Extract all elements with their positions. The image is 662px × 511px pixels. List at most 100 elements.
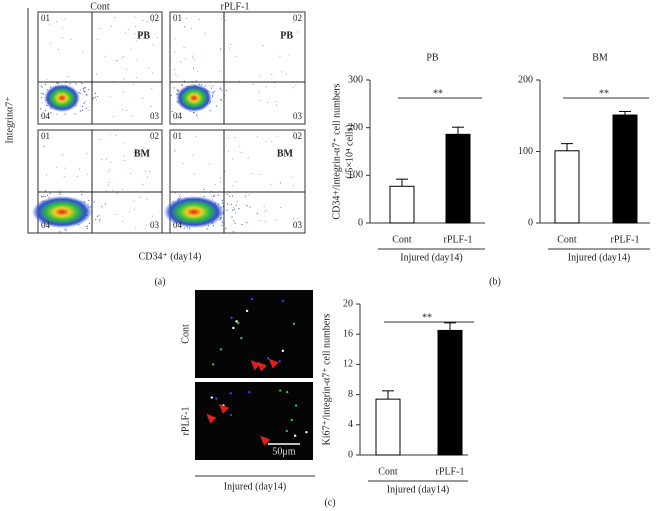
flow-dot xyxy=(152,44,154,46)
flow-dot xyxy=(79,89,81,91)
flow-dot xyxy=(98,214,100,216)
flow-dot xyxy=(233,220,235,222)
flow-dot xyxy=(206,228,208,230)
flow-dot xyxy=(78,168,80,170)
quadrant-label: 03 xyxy=(293,111,303,121)
flow-dot xyxy=(146,20,148,22)
x-tick-label: Cont xyxy=(392,234,412,245)
flow-dot xyxy=(193,67,195,69)
flow-dot xyxy=(227,137,229,139)
flow-dot xyxy=(128,28,130,30)
flow-dot xyxy=(220,18,222,20)
flow-dot xyxy=(121,57,123,59)
flow-dot xyxy=(49,193,51,195)
flow-dot xyxy=(110,25,112,27)
flow-dot xyxy=(236,200,238,202)
flow-dot xyxy=(288,54,290,56)
flow-dot xyxy=(265,86,267,88)
flow-dot xyxy=(171,110,173,113)
flow-dot xyxy=(192,55,194,57)
flow-dot xyxy=(250,172,252,174)
flow-dot xyxy=(121,189,123,191)
flow-dot xyxy=(129,172,131,174)
flow-dot xyxy=(85,107,88,109)
bar xyxy=(375,398,401,456)
flow-blob xyxy=(32,196,92,228)
flow-dot xyxy=(247,157,249,159)
flow-dot xyxy=(267,101,269,103)
y-tick-label: 8 xyxy=(348,389,353,400)
flow-dot xyxy=(144,170,146,172)
flow-column: rPLF-1 xyxy=(221,1,250,12)
flow-dot xyxy=(210,87,213,89)
flow-dot xyxy=(256,212,259,215)
flow-dot xyxy=(56,166,58,168)
flow-dot xyxy=(229,195,231,198)
y-tick-label: 300 xyxy=(348,74,363,85)
flow-dot xyxy=(212,96,214,98)
flow-dot xyxy=(44,190,47,192)
flow-dot xyxy=(40,108,42,110)
quadrant-label: 02 xyxy=(150,131,159,141)
flow-dot xyxy=(296,31,298,33)
y-tick-label: 20 xyxy=(343,298,353,309)
flow-dot xyxy=(40,97,43,99)
flow-dot xyxy=(199,18,201,20)
flow-dot xyxy=(285,73,287,75)
flow-dot xyxy=(125,68,127,70)
y-axis-label: CD34+/integrin-α7⁺ cell numbers xyxy=(331,83,342,219)
flow-dot xyxy=(220,177,222,179)
flow-dot xyxy=(79,92,81,94)
flow-dot xyxy=(193,59,195,61)
flow-dot xyxy=(226,209,228,211)
flow-dot xyxy=(276,104,278,106)
flow-dot xyxy=(270,184,272,186)
flow-dot xyxy=(186,17,188,19)
cell xyxy=(236,321,240,325)
flow-dot xyxy=(271,73,273,75)
cell xyxy=(219,348,223,351)
flow-dot xyxy=(84,101,86,103)
cell xyxy=(292,322,296,325)
flow-dot xyxy=(220,181,222,183)
flow-dot xyxy=(62,154,64,156)
flow-dot xyxy=(259,90,261,92)
flow-dot xyxy=(188,227,191,229)
flow-dot xyxy=(124,78,126,80)
y-tick-label: 100 xyxy=(518,146,533,157)
quadrant-label: 03 xyxy=(150,111,160,121)
flow-dot xyxy=(152,21,154,23)
flow-dot xyxy=(64,113,66,115)
quadrant-label: 04 xyxy=(41,111,51,121)
flow-dot xyxy=(142,183,144,185)
arrow xyxy=(268,358,279,369)
flow-dot xyxy=(115,213,117,215)
flow-dot xyxy=(226,203,229,205)
flow-dot xyxy=(78,91,80,94)
flow-dot xyxy=(123,159,125,161)
flow-dot xyxy=(97,215,99,217)
flow-dot xyxy=(214,183,216,185)
flow-dot xyxy=(41,102,43,104)
flow-dot xyxy=(61,37,63,39)
quadrant-label: 03 xyxy=(150,220,160,230)
flow-dot xyxy=(122,55,124,57)
cell xyxy=(215,397,218,400)
y-tick-label: 0 xyxy=(528,217,533,228)
flow-dot xyxy=(212,224,214,227)
flow-dot xyxy=(109,133,111,135)
flow-dot xyxy=(82,51,84,53)
flow-dot xyxy=(81,82,83,84)
x-tick-label: Cont xyxy=(557,234,577,245)
flow-dot xyxy=(88,109,90,111)
flow-dot xyxy=(139,196,141,198)
flow-dot xyxy=(79,110,82,112)
flow-dot xyxy=(98,138,100,140)
flow-dot xyxy=(241,223,243,226)
flow-dot xyxy=(152,215,154,217)
flow-dot xyxy=(244,195,247,197)
cell xyxy=(279,389,282,392)
flow-dot xyxy=(248,194,250,196)
y-tick-label: 200 xyxy=(518,74,533,85)
x-tick-label: Cont xyxy=(378,466,398,477)
